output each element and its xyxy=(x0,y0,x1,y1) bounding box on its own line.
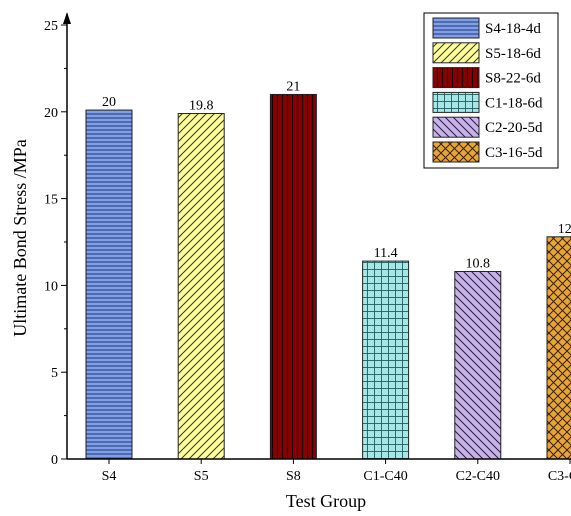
bar-s4 xyxy=(85,109,133,460)
legend-label-s5-18-6d: S5-18-6d xyxy=(485,46,541,62)
legend-swatch-c3-16-5d xyxy=(432,141,480,163)
y-tick-label-20: 20 xyxy=(44,106,58,121)
legend-label-c1-18-6d: C1-18-6d xyxy=(485,95,543,111)
legend-label-s8-22-6d: S8-22-6d xyxy=(485,71,541,87)
bar-c2-c40 xyxy=(454,271,502,460)
x-tick-label-c3-c40: C3-C40 xyxy=(548,469,571,484)
x-axis-title: Test Group xyxy=(286,491,366,511)
y-axis-arrow xyxy=(63,12,71,24)
legend-swatch-c1-18-6d xyxy=(432,91,480,113)
data-label-c1-c40: 11.4 xyxy=(374,246,398,261)
y-tick-label-25: 25 xyxy=(44,19,58,34)
y-tick-label-5: 5 xyxy=(51,366,58,381)
legend-swatch-s5-18-6d xyxy=(432,42,480,64)
x-tick-label-c1-c40: C1-C40 xyxy=(363,469,407,484)
y-tick-label-0: 0 xyxy=(51,453,58,468)
data-label-s8: 21 xyxy=(286,79,300,94)
legend-label-c3-16-5d: C3-16-5d xyxy=(485,145,543,161)
y-tick-label-15: 15 xyxy=(44,193,58,208)
x-tick-label-c2-c40: C2-C40 xyxy=(456,469,500,484)
legend-swatch-s8-22-6d xyxy=(432,67,480,89)
legend: S4-18-4d S5-18-6d S8-22-6d C1-18-6d C2-20-5d… xyxy=(423,12,559,169)
data-label-s4: 20 xyxy=(102,95,116,110)
data-label-c3-c40: 12.8 xyxy=(558,222,571,237)
legend-swatch-s4-18-4d xyxy=(432,17,480,39)
x-tick-label-s8: S8 xyxy=(286,469,301,484)
y-tick-label-10: 10 xyxy=(44,279,58,294)
data-label-c2-c40: 10.8 xyxy=(466,257,491,272)
legend-label-c2-20-5d: C2-20-5d xyxy=(485,120,543,136)
data-label-s5: 19.8 xyxy=(189,99,214,114)
legend-label-s4-18-4d: S4-18-4d xyxy=(485,21,541,37)
bar-c1-c40 xyxy=(362,260,410,460)
bar-s8 xyxy=(269,93,317,460)
plot-area: 20 S4 19.8 S5 21 S8 11.4 C1-C40 10.8 C2-C40 12.8 C3… xyxy=(44,12,571,484)
x-tick-label-s5: S5 xyxy=(194,469,209,484)
legend-swatch-c2-20-5d xyxy=(432,116,480,138)
bar-s5 xyxy=(177,113,225,460)
bar-c3-c40 xyxy=(546,236,571,460)
x-tick-label-s4: S4 xyxy=(102,469,117,484)
y-axis-title: Ultimate Bond Stress /MPa xyxy=(10,139,30,337)
